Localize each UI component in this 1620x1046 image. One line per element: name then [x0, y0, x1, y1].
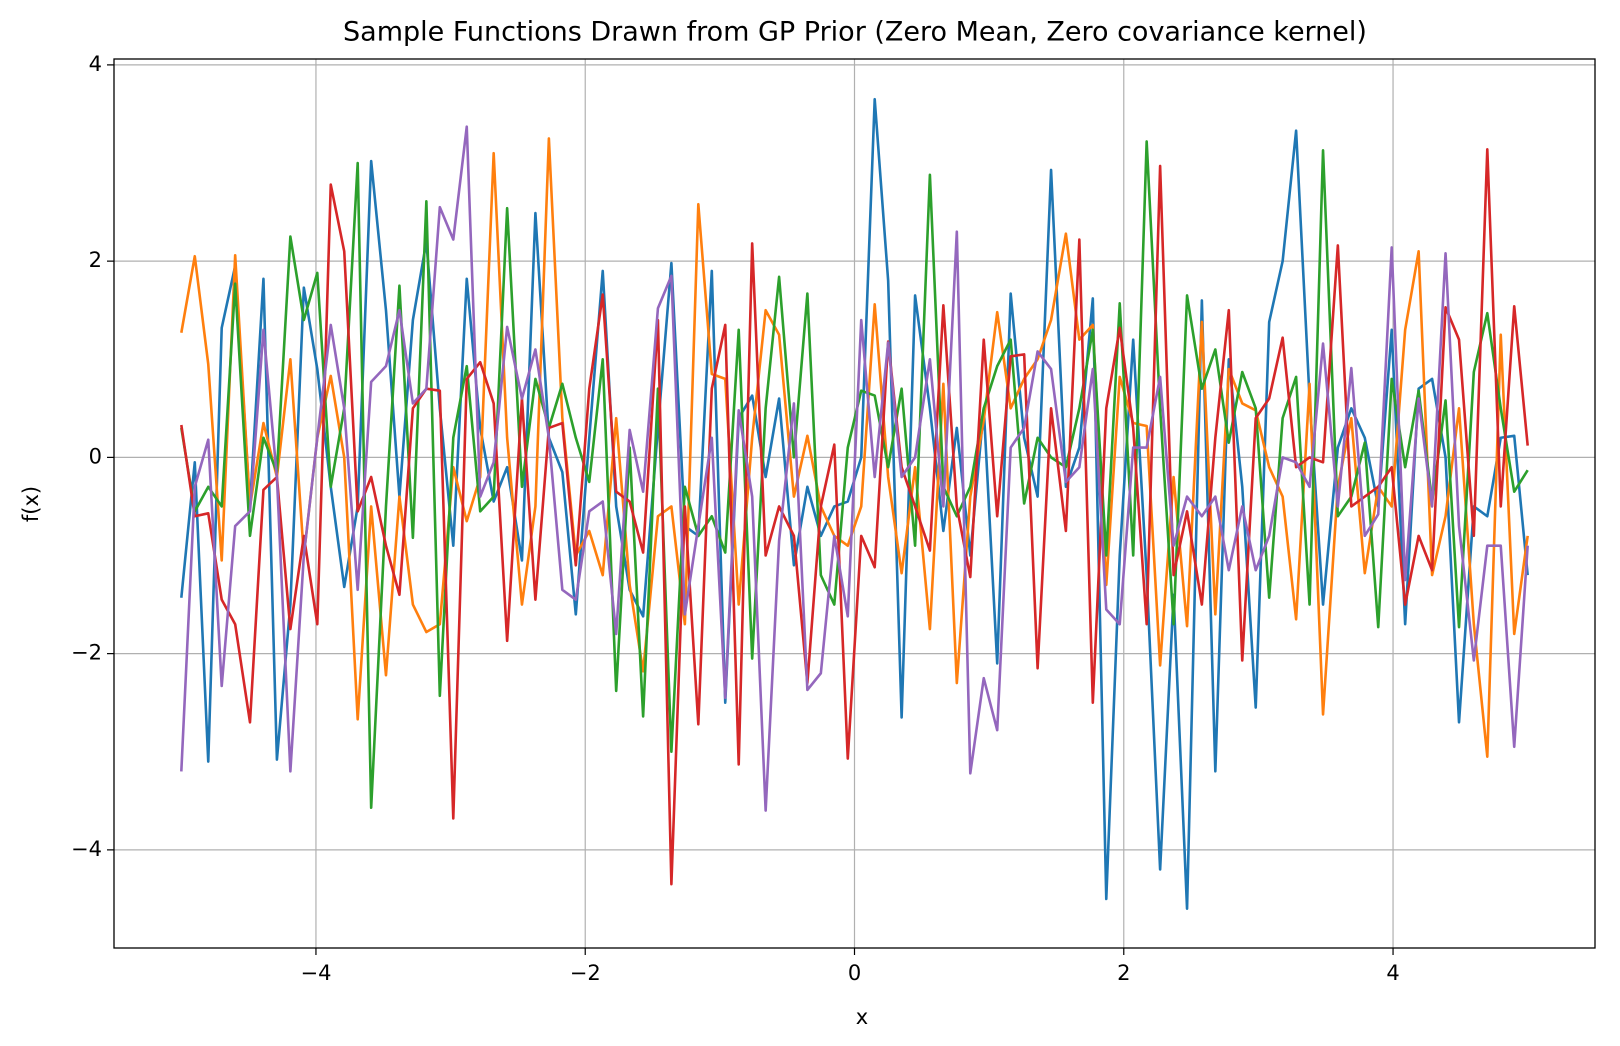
x-tick-label: 0: [848, 961, 861, 985]
x-tick-label: 4: [1386, 961, 1399, 985]
y-tick-label: −2: [71, 641, 102, 665]
y-axis-label: f(x): [19, 486, 43, 522]
series-line: [180, 125, 1529, 812]
y-tick-label: 4: [89, 52, 102, 76]
x-tick-label: −4: [300, 961, 331, 985]
series-line: [180, 140, 1529, 809]
chart-title: Sample Functions Drawn from GP Prior (Ze…: [343, 17, 1367, 48]
y-tick-label: −4: [71, 837, 102, 861]
series-line: [180, 147, 1529, 886]
plot-frame: [113, 58, 1596, 949]
x-axis-label: x: [856, 1005, 868, 1029]
y-tick-label: 0: [89, 444, 102, 468]
y-tick-label: 2: [89, 248, 102, 272]
x-tick-label: 2: [1117, 961, 1130, 985]
x-tick-label: −2: [570, 961, 601, 985]
